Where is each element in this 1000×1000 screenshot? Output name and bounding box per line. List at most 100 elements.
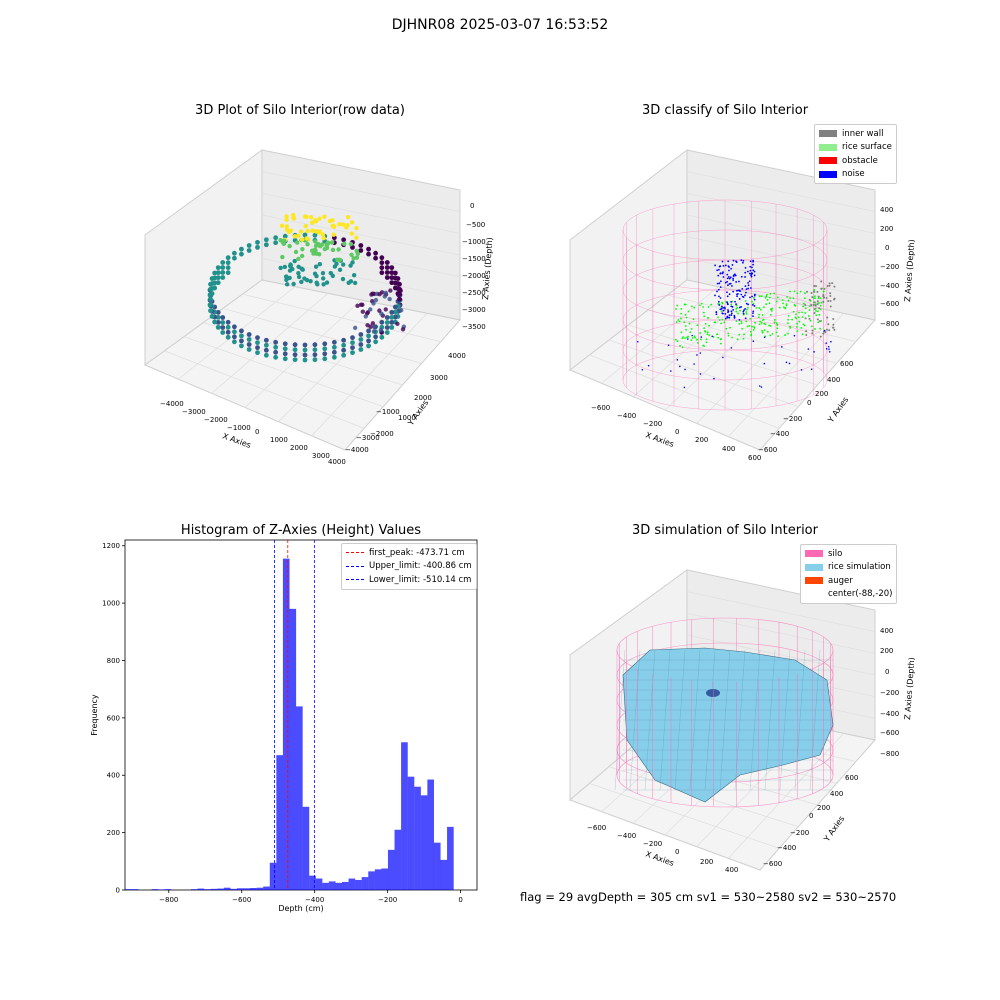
data-point [220, 270, 226, 275]
classify-axes-box [569, 148, 876, 451]
data-point [292, 357, 298, 363]
rice-point [729, 326, 731, 329]
svg-text:−1000: −1000 [462, 238, 486, 246]
noise-point [749, 260, 752, 263]
data-point [337, 267, 343, 272]
data-point [379, 265, 385, 271]
svg-text:−4000: −4000 [345, 446, 369, 454]
rice-point [813, 288, 816, 291]
data-point [366, 338, 371, 344]
rice-point [702, 311, 705, 314]
wall-point [827, 323, 830, 326]
rice-point [678, 320, 681, 323]
svg-text:600: 600 [840, 360, 853, 368]
data-point [341, 262, 346, 267]
rice-point [796, 326, 798, 328]
rice-point [787, 299, 790, 302]
rice-point [818, 302, 820, 305]
data-point [350, 340, 355, 346]
rice-point [735, 304, 738, 307]
wall-point [832, 323, 835, 326]
rice-point [802, 305, 805, 308]
noise-point [726, 273, 729, 276]
data-point [384, 270, 390, 275]
rice-point [776, 296, 779, 299]
wall-point [818, 320, 821, 323]
noise-point [749, 269, 752, 272]
raw-y-ticks: 4000 3000 2000 1000 −1000 −2000 −3000 −4… [345, 352, 466, 454]
histogram-bar [151, 889, 159, 890]
data-point [384, 315, 390, 320]
noise-point [731, 264, 734, 266]
svg-text:1000: 1000 [270, 436, 288, 444]
data-point [208, 308, 213, 314]
data-point [392, 309, 398, 315]
data-point [322, 351, 328, 357]
noise-point [752, 340, 755, 342]
rice-point [685, 316, 688, 319]
rice-point [739, 309, 742, 312]
svg-text:−400: −400 [777, 844, 796, 852]
rice-point [792, 310, 795, 313]
gridline [686, 236, 876, 278]
data-point [280, 240, 286, 245]
legend-item-auger: auger [805, 574, 892, 588]
data-point [341, 337, 347, 343]
noise-point [728, 269, 730, 272]
wall-point [829, 294, 832, 297]
wall-point [814, 304, 817, 307]
data-point [358, 332, 364, 337]
svg-text:−2500: −2500 [462, 289, 486, 297]
data-point [215, 275, 221, 281]
data-point [312, 357, 318, 363]
noise-point [718, 265, 721, 268]
svg-text:−2000: −2000 [462, 272, 486, 280]
auger-marker [706, 689, 720, 697]
rice-point [796, 322, 799, 325]
data-point [263, 242, 269, 248]
wall-point [822, 300, 825, 303]
svg-text:0: 0 [255, 428, 259, 436]
data-point [239, 251, 244, 257]
simulation-x-label: X Axies [644, 849, 675, 868]
svg-text:−400: −400 [880, 710, 899, 718]
rice-point [802, 302, 805, 305]
rice-point [687, 310, 690, 313]
legend-item-center: center(-88,-20) [805, 588, 892, 602]
noise-point [728, 316, 731, 319]
rice-point [760, 322, 763, 324]
legend-item-upper-limit: Upper_limit: -400.86 cm [346, 560, 472, 574]
data-point [379, 270, 385, 276]
rice-point [683, 303, 686, 306]
data-point [255, 239, 260, 245]
data-point [246, 347, 252, 352]
data-point [292, 258, 297, 264]
data-point [246, 337, 252, 342]
gridline [686, 612, 876, 654]
data-point [232, 329, 237, 335]
svg-text:2000: 2000 [414, 394, 432, 402]
raw-x-label: X Axies [221, 431, 252, 450]
rice-point [699, 304, 701, 307]
rice-point [740, 322, 743, 325]
histogram-bar [289, 608, 297, 890]
rice-point [682, 336, 685, 338]
rice-point [795, 313, 797, 316]
data-point [314, 273, 319, 279]
classify-y-label: Y Axies [826, 395, 851, 425]
data-point [225, 319, 231, 325]
noise-point [716, 282, 719, 285]
noise-point [647, 364, 650, 367]
rice-point [765, 295, 768, 298]
noise-point [742, 296, 745, 298]
rice-point [748, 324, 751, 327]
noise-point [742, 310, 745, 313]
noise-point [752, 310, 755, 313]
noise-point [717, 268, 720, 271]
svg-text:−200: −200 [880, 263, 899, 271]
rice-point [799, 290, 802, 293]
rice-point [702, 344, 705, 347]
rice-point [679, 317, 682, 320]
legend-swatch [819, 130, 837, 138]
data-point [312, 239, 318, 244]
